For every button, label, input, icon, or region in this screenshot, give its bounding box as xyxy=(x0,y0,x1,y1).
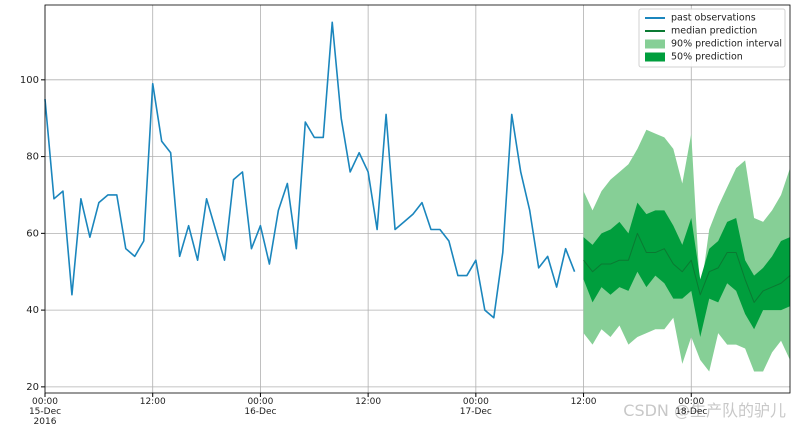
y-tick-label: 60 xyxy=(26,228,39,239)
series-line xyxy=(583,232,791,303)
x-tick-label: 00:00 15-Dec 2016 xyxy=(28,397,62,426)
legend-label: median prediction xyxy=(671,26,757,37)
y-tick-label: 40 xyxy=(26,305,39,316)
series-line xyxy=(44,21,576,319)
legend-label: 90% prediction interval xyxy=(671,39,782,50)
legend-box xyxy=(638,8,786,68)
legend-swatch xyxy=(645,39,665,49)
y-tick-label: 80 xyxy=(26,152,39,163)
watermark: CSDN @生产队的驴儿 xyxy=(623,401,786,420)
x-tick-label: 12:00 xyxy=(355,397,382,407)
legend-swatch xyxy=(645,52,665,62)
x-tick-label: 00:00 16-Dec xyxy=(244,397,277,417)
legend: past observations median prediction 90% pr… xyxy=(638,8,786,68)
x-tick-label: 12:00 xyxy=(570,397,597,407)
x-tick-label: 00:00 18-Dec xyxy=(675,397,708,417)
y-tick-label: 20 xyxy=(26,382,39,393)
legend-label: 50% prediction xyxy=(671,52,743,63)
plot-frame xyxy=(44,4,791,394)
x-tick-label: 12:00 xyxy=(139,397,166,407)
y-tick-label: 100 xyxy=(20,75,39,86)
legend-label: past observations xyxy=(671,13,756,24)
prediction-band xyxy=(583,202,790,337)
x-tick-label: 00:00 17-Dec xyxy=(459,397,492,417)
